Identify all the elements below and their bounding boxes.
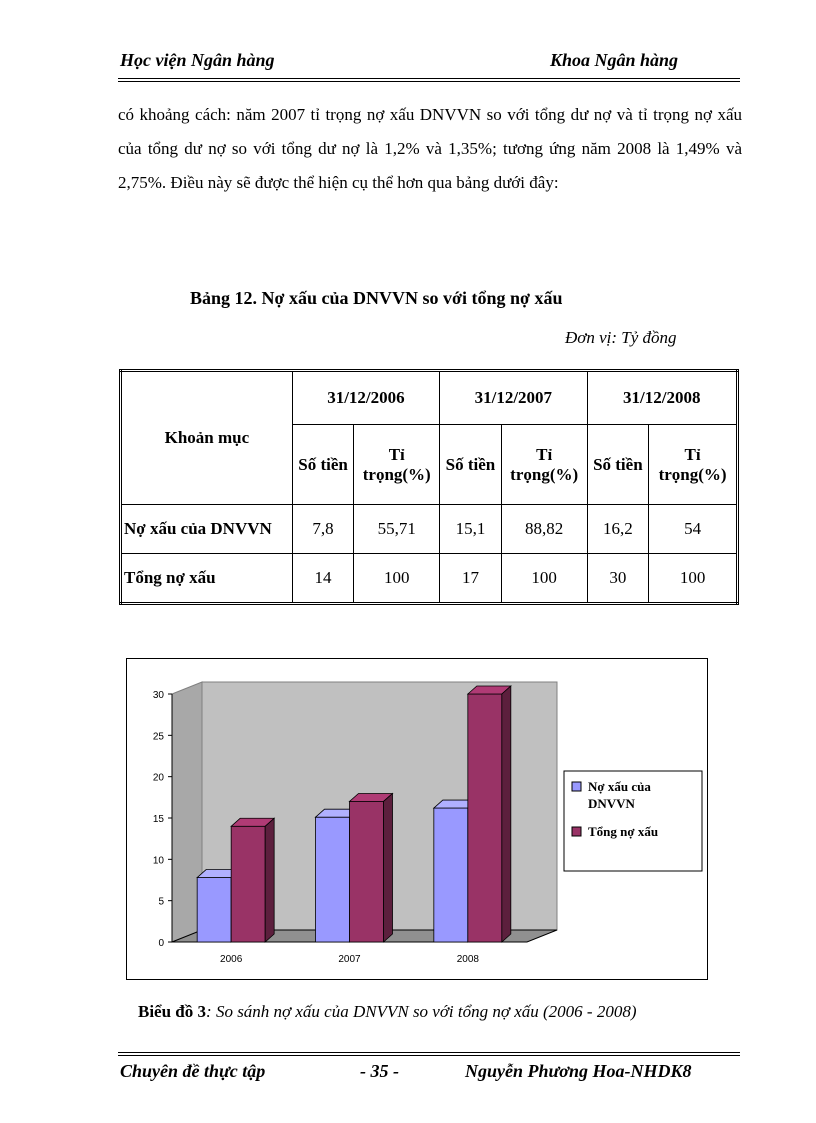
- bar: [348, 792, 394, 943]
- chart-frame: 0 5 10 15 20 25 30 2006 2007 2008 Nợ xấu của DNVVN…: [126, 658, 708, 980]
- legend-label: Tổng nợ xấu: [588, 824, 658, 839]
- legend-label: Nợ xấu của: [588, 779, 651, 794]
- table-cell: 14: [291, 553, 355, 604]
- bar-front: [349, 801, 384, 943]
- table-cell: 16,2: [586, 504, 650, 554]
- table-cell: 30: [586, 553, 650, 604]
- legend-label: DNVVN: [588, 796, 636, 811]
- bar-side: [264, 817, 275, 943]
- table-cell: 17: [439, 553, 502, 604]
- bar-front: [196, 877, 232, 943]
- bar-front: [467, 693, 503, 943]
- col-header-item: Khoản mục: [120, 370, 293, 505]
- y-tick-label: 30: [153, 690, 165, 701]
- bar-front: [230, 825, 266, 943]
- chart-legend: Nợ xấu của DNVVN Tổng nợ xấu: [563, 770, 703, 872]
- bar-side: [383, 792, 393, 943]
- year-header: 31/12/2007: [439, 370, 588, 425]
- bar-front: [315, 816, 350, 943]
- table-row: Tổng nợ xấu 14 100 17 100 30 100: [120, 553, 738, 604]
- legend-swatch: [571, 826, 582, 837]
- sub-header-amount: Số tiền: [291, 424, 355, 505]
- table-cell: 55,71: [353, 504, 441, 554]
- sub-header-amount: Số tiền: [439, 424, 502, 505]
- bad-debt-table: Khoản mục 31/12/2006 31/12/2007 31/12/20…: [119, 369, 739, 605]
- table-row: Nợ xấu của DNVVN 7,8 55,71 15,1 88,82 16…: [120, 504, 738, 554]
- sub-header-share: Tỉ trọng(%): [500, 424, 588, 505]
- table-cell: 100: [353, 553, 441, 604]
- footer-rule-2: [118, 1055, 740, 1056]
- chart-caption: Biểu đồ 3: So sánh nợ xấu của DNVVN so v…: [138, 1002, 636, 1022]
- bar-side: [501, 685, 512, 943]
- header-rule: [118, 78, 740, 79]
- bar-chart: 0 5 10 15 20 25 30 2006 2007 2008 Nợ xấu của DNVVN…: [153, 681, 703, 965]
- caption-number: Biểu đồ 3: [138, 1002, 207, 1021]
- bar: [466, 685, 512, 943]
- legend-swatch: [571, 781, 582, 792]
- footer-left: Chuyên đề thực tập: [120, 1061, 266, 1081]
- header-left: Học viện Ngân hàng: [120, 50, 275, 70]
- page-number: - 35 -: [360, 1061, 399, 1081]
- bar: [230, 817, 276, 943]
- header-rule-2: [118, 81, 740, 82]
- caption-text: : So sánh nợ xấu của DNVVN so với tổng n…: [206, 1002, 637, 1021]
- table-cell: 15,1: [439, 504, 502, 554]
- header-right: Khoa Ngân hàng: [550, 50, 679, 70]
- table-cell: 7,8: [291, 504, 355, 554]
- sub-header-share: Tỉ trọng(%): [648, 424, 738, 505]
- y-tick-label: 0: [158, 938, 164, 949]
- x-tick-label: 2006: [220, 954, 243, 965]
- y-tick-label: 20: [153, 773, 165, 784]
- footer-right: Nguyễn Phương Hoa-NHDK8: [465, 1061, 692, 1081]
- sub-header-share: Tỉ trọng(%): [353, 424, 441, 505]
- y-tick-label: 25: [153, 731, 165, 742]
- y-tick-label: 10: [153, 855, 165, 866]
- table-title: Bảng 12. Nợ xấu của DNVVN so với tổng nợ…: [190, 288, 563, 308]
- row-label: Nợ xấu của DNVVN: [120, 504, 293, 554]
- row-label: Tổng nợ xấu: [120, 553, 293, 604]
- table-unit: Đơn vị: Tỷ đồng: [565, 328, 677, 347]
- y-tick-label: 15: [153, 814, 165, 825]
- chart-bars: [196, 685, 512, 943]
- table-cell: 54: [648, 504, 738, 554]
- legend-box: [563, 770, 703, 872]
- year-header: 31/12/2008: [586, 370, 739, 425]
- y-tick-label: 5: [158, 897, 164, 908]
- sub-header-amount: Số tiền: [586, 424, 650, 505]
- x-tick-label: 2007: [338, 954, 361, 965]
- year-header: 31/12/2006: [291, 370, 441, 425]
- body-paragraph: có khoảng cách: năm 2007 tỉ trọng nợ xấu…: [118, 105, 742, 192]
- footer-rule: [118, 1052, 740, 1053]
- table-cell: 100: [500, 553, 588, 604]
- table-cell: 100: [648, 553, 738, 604]
- table-cell: 88,82: [500, 504, 588, 554]
- bar-front: [433, 807, 469, 943]
- x-tick-label: 2008: [457, 954, 480, 965]
